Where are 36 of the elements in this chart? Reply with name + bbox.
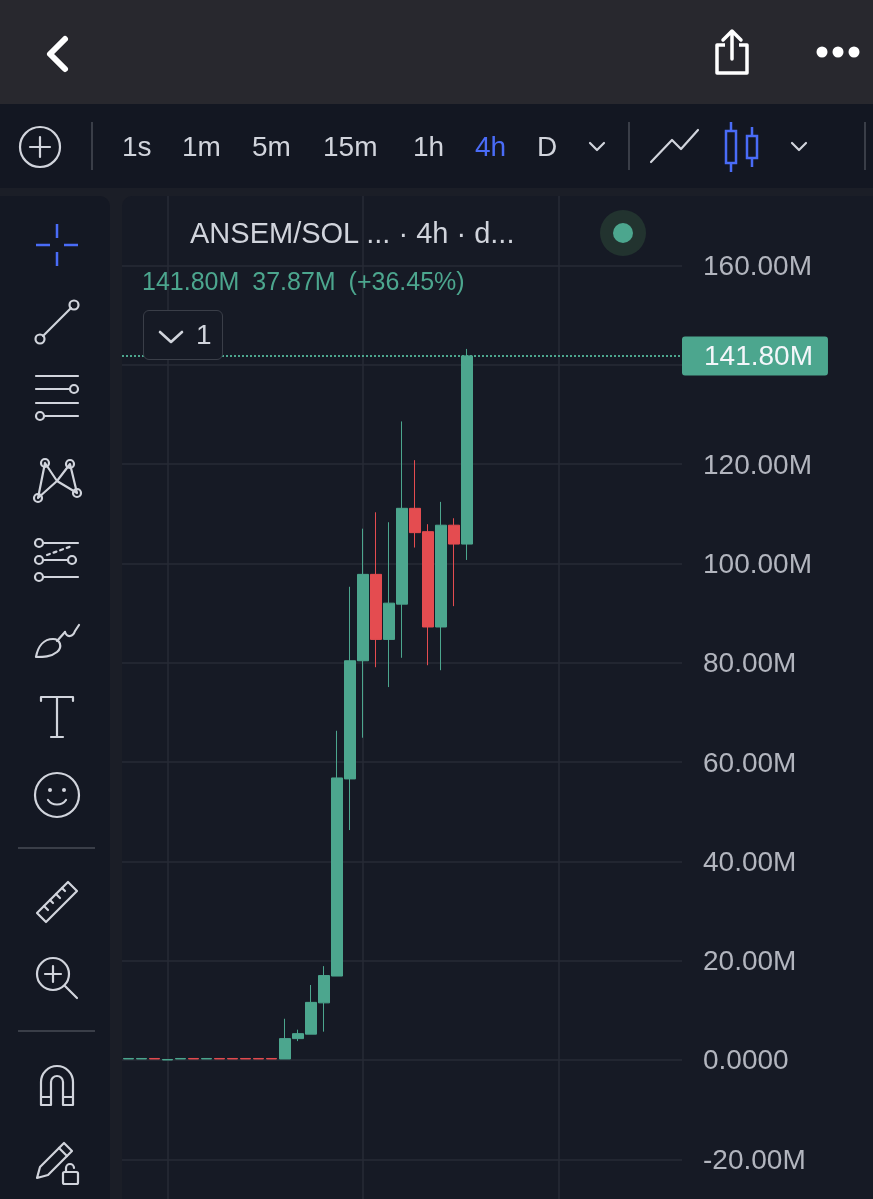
text: 1s — [122, 130, 152, 164]
candlestick — [136, 1057, 147, 1060]
candlestick — [201, 1057, 212, 1060]
candlestick — [214, 1057, 225, 1060]
y-tick-label: 160.00M — [703, 250, 812, 282]
candlestick — [162, 1058, 173, 1061]
candlestick — [240, 1057, 251, 1060]
ref-line-label: 141.80M — [704, 340, 813, 372]
annotation: 1 — [196, 318, 212, 352]
text: 5m — [252, 130, 291, 164]
candlestick — [188, 1057, 199, 1060]
candlestick — [370, 511, 382, 668]
text: D — [537, 130, 558, 164]
candlestick — [266, 1057, 277, 1060]
y-tick-label: 0.0000 — [703, 1044, 789, 1076]
y-tick-label: 40.00M — [703, 845, 797, 877]
candlestick — [435, 501, 447, 671]
y-tick-label: -20.00M — [703, 1143, 806, 1175]
text: ANSEM/SOL ... · 4h · d... — [190, 216, 515, 251]
text: 15m — [323, 130, 378, 164]
text: 1h — [413, 130, 445, 164]
y-tick-label: 120.00M — [703, 448, 812, 480]
candlestick — [149, 1057, 160, 1060]
y-tick-label: 80.00M — [703, 647, 797, 679]
candlestick — [175, 1057, 186, 1060]
candlestick — [227, 1057, 238, 1060]
text: 4h — [475, 130, 507, 164]
candlestick — [448, 517, 460, 607]
collapse-button: 1 — [143, 310, 223, 360]
y-tick-label: 100.00M — [703, 547, 812, 579]
candlestick — [253, 1057, 264, 1060]
text: 1m — [182, 130, 221, 164]
y-tick-label: 60.00M — [703, 746, 797, 778]
text: 141.80M 37.87M (+36.45%) — [142, 266, 465, 297]
candlestick — [123, 1057, 134, 1060]
y-tick-label: 20.00M — [703, 945, 797, 977]
